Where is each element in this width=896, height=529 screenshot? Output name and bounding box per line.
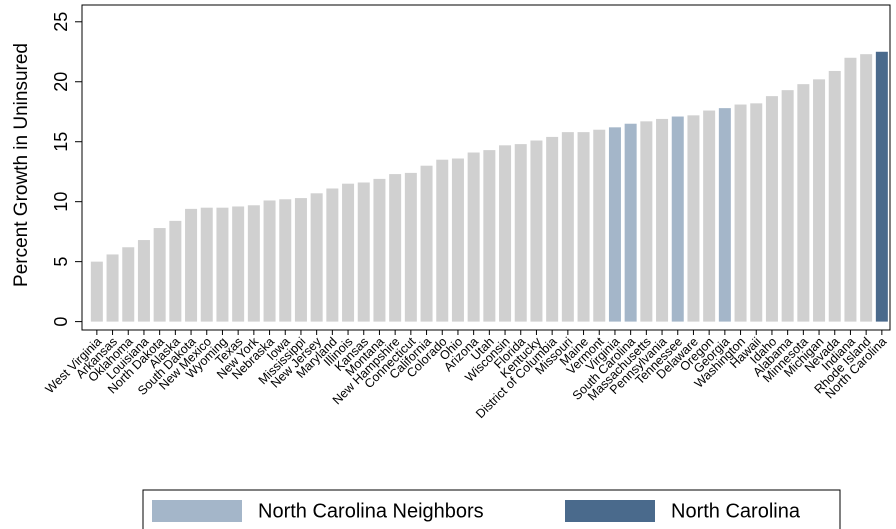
bar: [169, 220, 182, 322]
bar: [671, 116, 684, 322]
bar: [499, 145, 512, 322]
bar: [561, 132, 574, 322]
bar: [687, 115, 700, 322]
legend-box: [142, 489, 841, 529]
legend-label: North Carolina: [671, 500, 801, 522]
bar: [232, 206, 245, 322]
bar: [514, 144, 527, 322]
bar: [326, 188, 339, 322]
bar: [797, 84, 810, 322]
bar: [483, 150, 496, 322]
bar: [122, 247, 135, 322]
y-tick-label: 15: [51, 132, 71, 152]
legend-swatch: [152, 500, 242, 522]
bar: [373, 178, 386, 322]
bar: [137, 240, 150, 322]
bar: [875, 51, 888, 322]
y-tick-label: 5: [51, 257, 71, 267]
legend-label: North Carolina Neighbors: [258, 500, 484, 522]
bar: [750, 103, 763, 322]
bar: [765, 96, 778, 322]
bar: [404, 172, 417, 322]
y-tick-label: 25: [51, 12, 71, 32]
bar: [153, 228, 166, 322]
bar: [185, 208, 198, 322]
y-tick-label: 20: [51, 72, 71, 92]
bar: [310, 193, 323, 322]
bar: [216, 207, 229, 322]
bar: [420, 165, 433, 322]
y-tick-label: 0: [51, 317, 71, 327]
bar: [640, 121, 653, 322]
bar: [828, 70, 841, 322]
bar: [546, 136, 559, 322]
legend-swatch: [565, 500, 655, 522]
bar: [263, 200, 276, 322]
bar: [624, 123, 637, 322]
bar: [279, 199, 292, 322]
bar: [781, 90, 794, 322]
bar: [718, 108, 731, 322]
bar: [844, 57, 857, 322]
bar: [608, 127, 621, 322]
bar: [577, 132, 590, 322]
bar: [813, 79, 826, 322]
bar: [342, 183, 355, 322]
bar: [734, 104, 747, 322]
bar: [200, 207, 213, 322]
bar: [467, 152, 480, 322]
bar: [860, 54, 873, 322]
bar: [703, 110, 716, 322]
bar: [90, 261, 103, 322]
bar: [656, 118, 669, 322]
bar: [106, 254, 119, 322]
bar: [389, 174, 402, 322]
y-tick-label: 10: [51, 192, 71, 212]
bar: [451, 158, 464, 322]
bar: [357, 182, 370, 322]
bar: [593, 129, 606, 322]
bar: [530, 140, 543, 322]
plot-frame: [81, 4, 891, 331]
bar: [436, 159, 449, 322]
bar: [294, 198, 307, 322]
y-axis-label: Percent Growth in Uninsured: [11, 43, 32, 287]
bar: [247, 205, 260, 322]
